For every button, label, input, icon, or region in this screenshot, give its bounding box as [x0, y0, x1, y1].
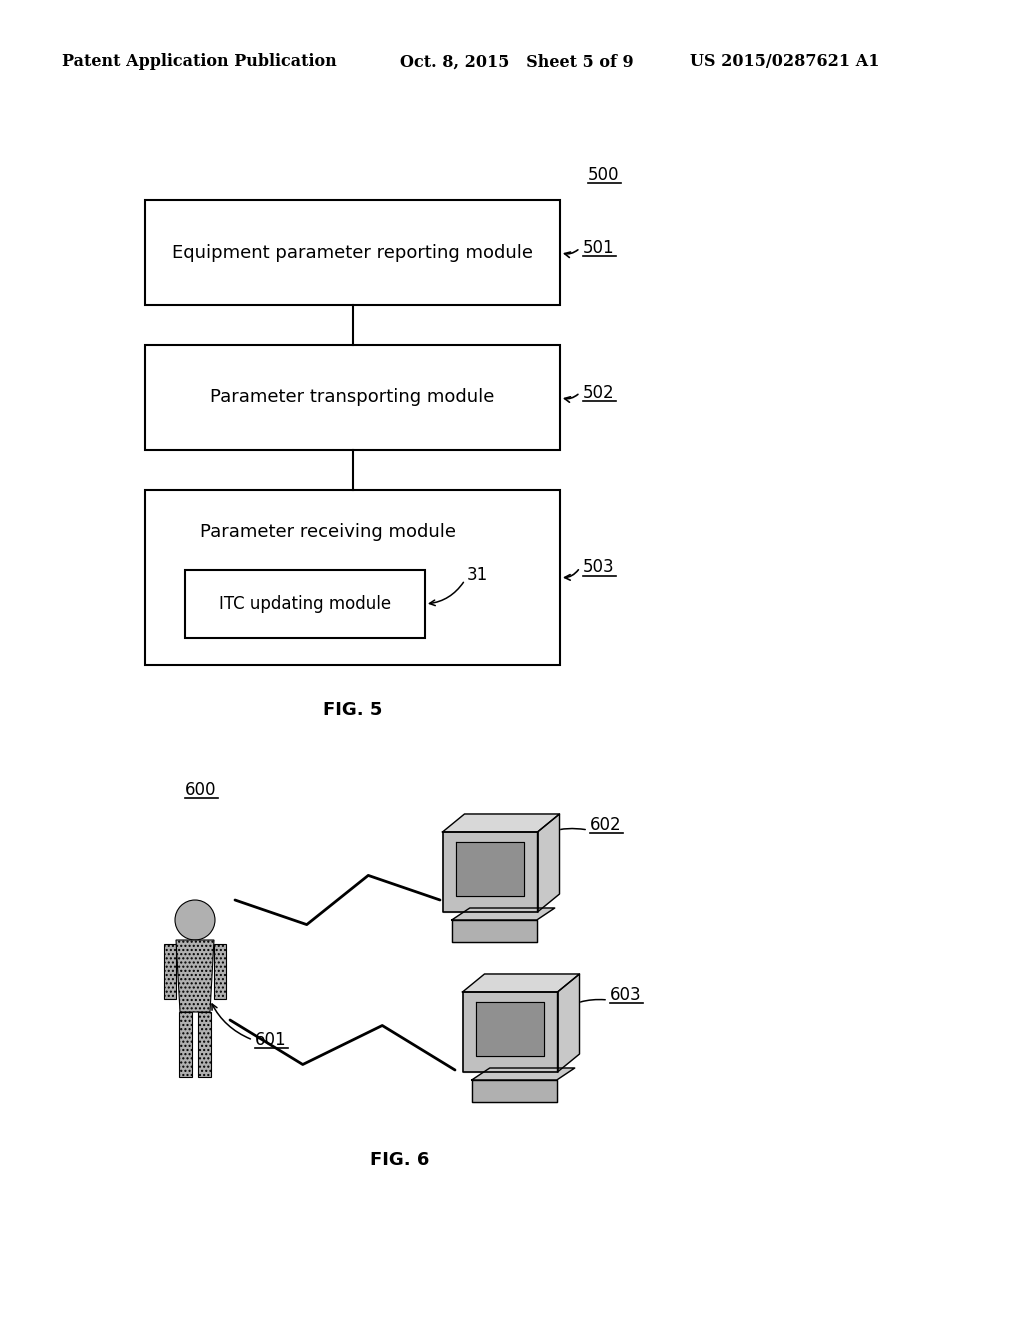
Text: Oct. 8, 2015   Sheet 5 of 9: Oct. 8, 2015 Sheet 5 of 9: [400, 54, 634, 70]
Polygon shape: [176, 940, 214, 1012]
Text: US 2015/0287621 A1: US 2015/0287621 A1: [690, 54, 880, 70]
Bar: [179, 1012, 193, 1077]
Polygon shape: [463, 993, 557, 1072]
Text: 601: 601: [255, 1031, 287, 1049]
Bar: [164, 944, 176, 999]
Text: Patent Application Publication: Patent Application Publication: [62, 54, 337, 70]
Text: Parameter transporting module: Parameter transporting module: [210, 388, 495, 407]
Bar: [185, 570, 425, 638]
Text: 503: 503: [583, 558, 614, 577]
Polygon shape: [472, 1080, 557, 1102]
Text: 600: 600: [185, 781, 216, 799]
Text: FIG. 6: FIG. 6: [371, 1151, 430, 1170]
Text: FIG. 5: FIG. 5: [323, 701, 382, 719]
Bar: [145, 201, 560, 305]
Polygon shape: [476, 1002, 544, 1056]
Text: 500: 500: [588, 166, 620, 183]
Polygon shape: [472, 1068, 574, 1080]
Text: ITC updating module: ITC updating module: [219, 595, 391, 612]
Text: Parameter receiving module: Parameter receiving module: [200, 523, 456, 541]
Bar: [145, 345, 560, 450]
Polygon shape: [538, 814, 559, 912]
Polygon shape: [463, 974, 580, 993]
Text: 502: 502: [583, 384, 614, 401]
Polygon shape: [442, 814, 559, 832]
Text: 31: 31: [467, 566, 488, 583]
Polygon shape: [456, 842, 524, 896]
Polygon shape: [557, 974, 580, 1072]
Bar: [214, 944, 226, 999]
Bar: [198, 1012, 211, 1077]
Text: 603: 603: [610, 986, 642, 1005]
Text: Equipment parameter reporting module: Equipment parameter reporting module: [172, 243, 534, 261]
Polygon shape: [442, 832, 538, 912]
Circle shape: [175, 900, 215, 940]
Text: 501: 501: [583, 239, 614, 257]
Polygon shape: [452, 908, 555, 920]
Text: 602: 602: [590, 816, 622, 834]
Polygon shape: [452, 920, 537, 942]
Bar: [145, 490, 560, 665]
